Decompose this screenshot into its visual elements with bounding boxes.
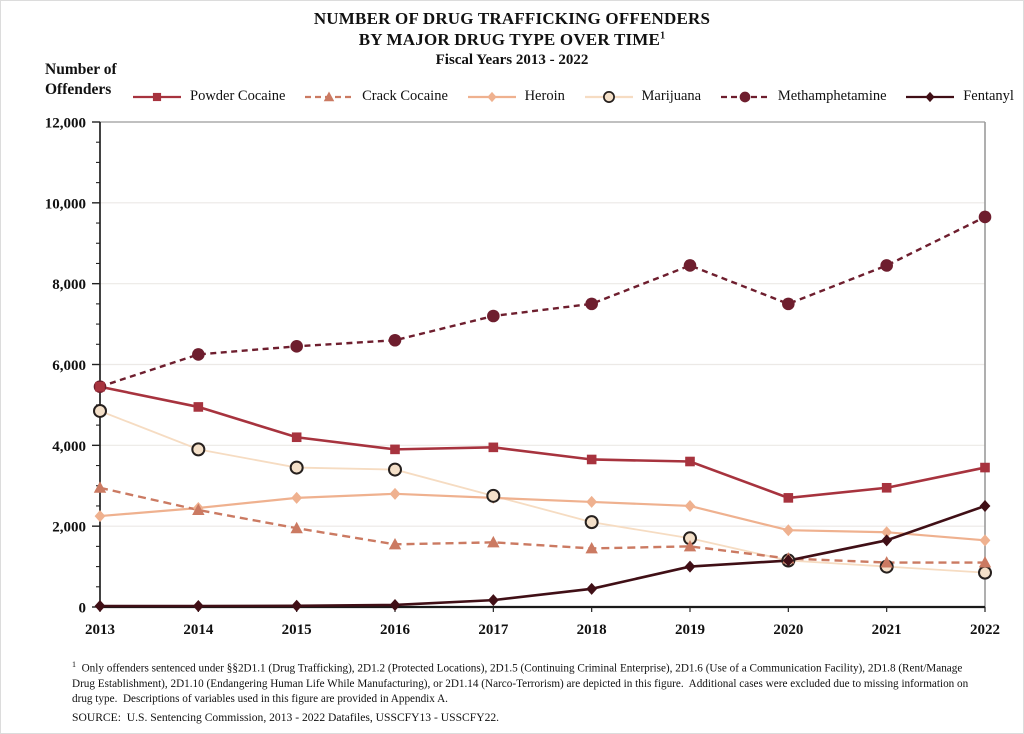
legend-marker-marijuana (584, 90, 633, 103)
legend-label: Methamphetamine (777, 88, 887, 104)
y-tick-label: 6,000 (52, 358, 86, 374)
title-footnote-marker: 1 (660, 30, 666, 42)
x-tick-label: 2013 (85, 622, 115, 638)
y-tick-label: 12,000 (45, 116, 86, 132)
chart-title: NUMBER OF DRUG TRAFFICKING OFFENDERS BY … (0, 8, 1024, 69)
legend-marker-heroin (467, 91, 516, 102)
legend-label: Powder Cocaine (190, 88, 286, 104)
series-line-heroin (99, 492, 986, 542)
legend-item-marijuana: Marijuana (584, 88, 702, 105)
y-axis-title: Number of Offenders (45, 61, 117, 99)
x-tick-label: 2019 (675, 622, 705, 638)
x-tick-label: 2016 (380, 622, 411, 638)
y-tick-label: 10,000 (45, 196, 86, 212)
legend-marker-methamphetamine (720, 91, 769, 102)
y-tick-label: 4,000 (52, 439, 86, 455)
chart-area: 0 2,000 4,000 6,000 8,000 10,000 12,000 2013 201… (45, 116, 1000, 639)
series-line-methamphetamine (99, 215, 986, 388)
line-chart: 0 2,000 4,000 6,000 8,000 10,000 12,000 2013 201… (45, 116, 1000, 639)
legend-marker-powder-cocaine (133, 92, 181, 101)
series-markers-fentanyl (94, 499, 991, 612)
legend-label: Marijuana (641, 88, 702, 104)
x-tick-label: 2017 (478, 622, 509, 638)
series-line-crack-cocaine (99, 486, 985, 564)
x-tick-label: 2020 (773, 622, 803, 638)
series-line-marijuana (99, 410, 986, 574)
y-tick-label: 2,000 (52, 520, 86, 536)
x-tick-label: 2014 (183, 622, 214, 638)
legend-marker-fentanyl (906, 91, 955, 102)
x-tick-label: 2022 (970, 622, 1000, 638)
y-tick-label: 0 (79, 601, 87, 617)
chart-legend: Powder Cocaine Crack Cocaine Heroin Marijua… (132, 88, 1014, 105)
series-markers-heroin (94, 487, 991, 547)
legend-item-heroin: Heroin (467, 88, 565, 105)
title-line-3: Fiscal Years 2013 - 2022 (435, 51, 589, 68)
legend-item-powder-cocaine: Powder Cocaine (132, 88, 285, 105)
title-line-2: BY MAJOR DRUG TYPE OVER TIME1 (358, 30, 666, 50)
legend-item-methamphetamine: Methamphetamine (720, 88, 887, 105)
x-tick-label: 2021 (872, 622, 902, 638)
x-tick-label: 2015 (282, 622, 312, 638)
title-line-1: NUMBER OF DRUG TRAFFICKING OFFENDERS (313, 9, 711, 28)
series-markers-crack-cocaine (93, 481, 992, 568)
legend-item-crack-cocaine: Crack Cocaine (304, 88, 448, 105)
legend-label: Heroin (524, 88, 565, 104)
legend-marker-crack-cocaine (305, 91, 354, 101)
series-markers-powder-cocaine (95, 381, 990, 503)
footnote: 1 Only offenders sentenced under §§2D1.1… (72, 660, 972, 705)
source-line: SOURCE: U.S. Sentencing Commission, 2013… (72, 711, 500, 724)
legend-label: Fentanyl (963, 88, 1014, 104)
legend-item-fentanyl: Fentanyl (905, 88, 1014, 105)
series-line-fentanyl (100, 504, 986, 608)
x-tick-label: 2018 (577, 622, 607, 638)
legend-label: Crack Cocaine (362, 88, 448, 104)
series-markers-methamphetamine (93, 210, 992, 394)
y-tick-label: 8,000 (52, 277, 86, 293)
series-line-powder-cocaine (99, 385, 986, 500)
